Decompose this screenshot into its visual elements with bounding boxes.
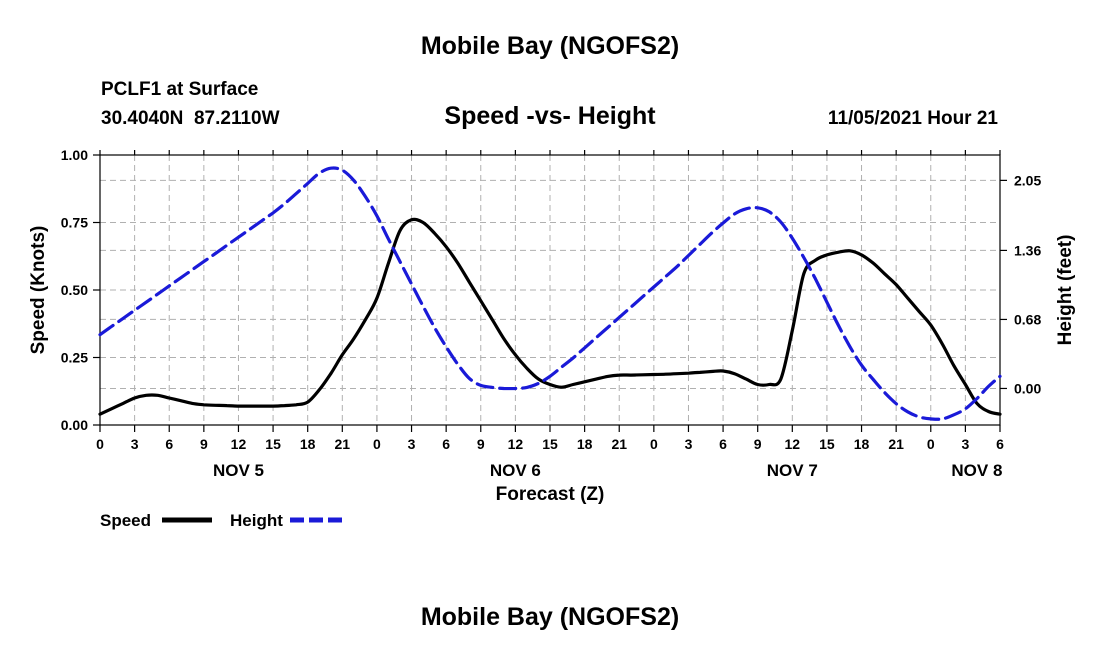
x-tick-label: 9 [477,436,485,452]
x-tick-label: 0 [373,436,381,452]
station-label: PCLF1 at Surface [101,79,258,100]
day-label: NOV 5 [213,461,264,480]
x-tick-label: 6 [165,436,173,452]
x-tick-label: 21 [335,436,351,452]
right-tick-label: 1.36 [1014,242,1041,258]
x-tick-label: 3 [685,436,693,452]
x-axis-ticks: 0 3 6 9 12 15 18 21 0 3 6 9 12 15 18 21 0 3 6 9 12 15 18 21 0 3 6 [96,150,1004,452]
left-tick-label: 0.25 [61,350,88,366]
x-tick-label: 15 [819,436,835,452]
footer-title: Mobile Bay (NGOFS2) [421,603,679,631]
x-tick-label: 9 [754,436,762,452]
left-tick-label: 0.75 [61,215,88,231]
series-line-height [98,166,1002,421]
x-tick-label: 0 [650,436,658,452]
series-line-speed [98,217,1002,416]
x-tick-label: 0 [96,436,104,452]
x-tick-label: 18 [854,436,870,452]
legend-speed-label: Speed [100,511,151,530]
x-tick-label: 12 [785,436,801,452]
x-axis-label: Forecast (Z) [496,484,605,505]
right-axis-ticks: 0.00 0.68 1.36 2.05 [1000,172,1041,396]
x-tick-label: 21 [888,436,904,452]
x-tick-label: 0 [927,436,935,452]
day-label: NOV 7 [767,461,818,480]
timestamp-label: 11/05/2021 Hour 21 [828,108,998,129]
left-tick-label: 0.00 [61,417,88,433]
x-tick-label: 6 [996,436,1004,452]
series-lines [98,166,1002,421]
x-tick-label: 9 [200,436,208,452]
y-axis-left-label: Speed (Knots) [28,226,49,355]
x-tick-label: 12 [508,436,524,452]
day-label: NOV 6 [490,461,541,480]
right-tick-label: 0.00 [1014,380,1041,396]
legend-height-label: Height [230,511,283,530]
left-tick-label: 0.50 [61,282,88,298]
x-tick-label: 18 [577,436,593,452]
chart-title: Speed -vs- Height [444,102,656,130]
left-axis-ticks: 0.00 0.25 0.50 0.75 1.00 [61,147,100,433]
right-tick-label: 0.68 [1014,311,1041,327]
x-tick-label: 15 [542,436,558,452]
coordinates-label: 30.4040N 87.2110W [101,108,280,129]
legend: Speed Height [100,511,342,530]
left-tick-label: 1.00 [61,147,88,163]
x-tick-label: 6 [442,436,450,452]
page-title: Mobile Bay (NGOFS2) [421,32,679,60]
x-tick-label: 21 [611,436,627,452]
grid-lines [100,155,1000,425]
x-tick-label: 3 [408,436,416,452]
x-tick-label: 18 [300,436,316,452]
x-tick-label: 12 [231,436,247,452]
x-tick-label: 3 [961,436,969,452]
x-tick-label: 3 [131,436,139,452]
day-labels: NOV 5 NOV 6 NOV 7 NOV 8 [213,461,1002,480]
x-tick-label: 6 [719,436,727,452]
y-axis-right-label: Height (feet) [1055,235,1076,346]
day-label: NOV 8 [951,461,1002,480]
x-tick-label: 15 [265,436,281,452]
right-tick-label: 2.05 [1014,172,1041,188]
